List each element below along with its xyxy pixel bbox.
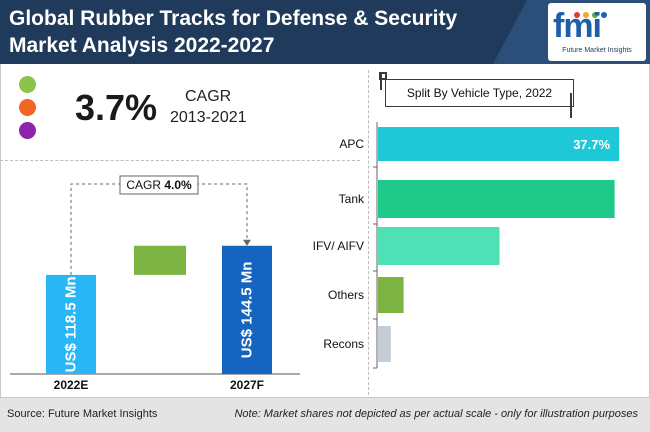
connector-arrow	[243, 239, 251, 246]
vehicle-bar-4	[378, 326, 391, 362]
split-title-box: Split By Vehicle Type, 2022	[385, 79, 574, 107]
vehicle-category-label: IFV/ AIFV	[312, 239, 364, 253]
legend-dot-purple	[19, 122, 36, 139]
cagr-label: CAGR	[185, 88, 232, 105]
cagr-period: 2013-2021	[170, 109, 247, 126]
bar-2022e-category: 2022E	[54, 378, 89, 392]
legend-dot-green	[19, 76, 36, 93]
vehicle-category-label: APC	[339, 137, 364, 151]
cagr-callout	[119, 175, 199, 195]
logo-dots	[574, 5, 610, 23]
cagr-value: 3.7%	[75, 87, 158, 128]
vehicle-category-label: Others	[327, 288, 364, 302]
logo-wordmark: fmi	[553, 7, 602, 45]
legend-dot-orange	[19, 99, 36, 116]
title-line-2: Market Analysis 2022-2027	[9, 34, 275, 57]
vehicle-bar-2	[378, 227, 500, 265]
vehicle-bar-0	[378, 127, 620, 161]
vehicle-category-label: Tank	[338, 192, 364, 206]
header-banner: Global Rubber Tracks for Defense & Secur…	[0, 0, 650, 64]
title-line-1: Global Rubber Tracks for Defense & Secur…	[9, 7, 458, 30]
vehicle-bar-value: 37.7%	[573, 137, 610, 152]
logo-dot	[601, 12, 607, 18]
page-title: Global Rubber Tracks for Defense & Secur…	[9, 5, 457, 59]
vehicle-bar-3	[378, 277, 404, 313]
logo-dot	[592, 12, 598, 18]
vehicle-split-chart: 37.7%	[373, 122, 620, 369]
bar-2022e	[46, 274, 96, 374]
footer-bar: Source: Future Market Insights Note: Mar…	[0, 397, 650, 432]
bar-2027f	[222, 245, 272, 374]
footer-note: Note: Market shares not depicted as per …	[234, 408, 638, 420]
increment-bar	[134, 245, 186, 275]
split-title: Split By Vehicle Type, 2022	[406, 86, 553, 100]
vehicle-bar-1	[378, 180, 615, 218]
title-connector-cap	[379, 72, 387, 80]
title-connector-right	[570, 93, 572, 118]
logo-tagline: Future Market Insights	[562, 47, 632, 54]
section-divider	[0, 160, 360, 161]
vertical-divider	[368, 70, 369, 395]
logo-dot	[583, 12, 589, 18]
logo-dot	[574, 12, 580, 18]
cagr-callout-text: CAGR 4.0%	[126, 178, 192, 192]
bar-2022e-label: US$ 118.5 Mn	[63, 276, 80, 372]
waterfall-chart: CAGR 4.0% US$ 118.5 Mn 2022E US$ 144.5 Mn 20…	[10, 175, 300, 392]
bar-2027f-category: 2027F	[230, 378, 264, 392]
title-connector	[380, 72, 382, 90]
bar-2027f-label: US$ 144.5 Mn	[239, 262, 256, 359]
fmi-logo: fmi Future Market Insights	[548, 3, 646, 61]
vehicle-category-label: Recons	[323, 337, 364, 351]
source-text: Source: Future Market Insights	[7, 408, 158, 420]
